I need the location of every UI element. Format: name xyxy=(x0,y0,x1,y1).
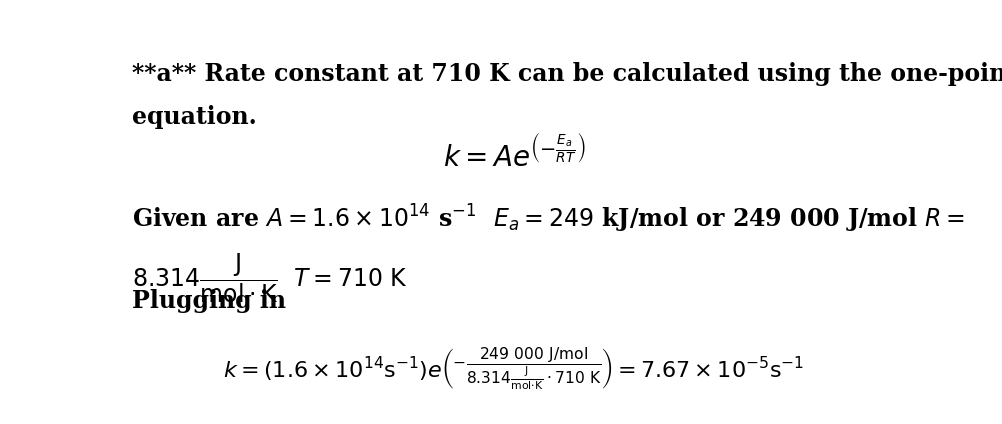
Text: **a** Rate constant at 710 K can be calculated using the one-point Arrhenius: **a** Rate constant at 710 K can be calc… xyxy=(131,62,1002,86)
Text: Given are $A = 1.6 \times 10^{14}$ s$^{-1}$  $E_a = 249$ kJ/mol or 249 000 J/mol: Given are $A = 1.6 \times 10^{14}$ s$^{-… xyxy=(131,203,964,235)
Text: $k = (1.6 \times 10^{14}\mathrm{s}^{-1})e^{\left(-\dfrac{249\ 000\ \mathrm{J/mol: $k = (1.6 \times 10^{14}\mathrm{s}^{-1})… xyxy=(223,345,804,392)
Text: equation.: equation. xyxy=(131,105,257,129)
Text: $k = Ae^{\left(-\frac{E_a}{RT}\right)}$: $k = Ae^{\left(-\frac{E_a}{RT}\right)}$ xyxy=(442,136,585,174)
Text: $8.314\dfrac{\mathrm{J}}{\mathrm{mol \cdot K}}$  $T = 710$ K: $8.314\dfrac{\mathrm{J}}{\mathrm{mol \cd… xyxy=(131,252,407,305)
Text: Plugging in: Plugging in xyxy=(131,289,286,313)
